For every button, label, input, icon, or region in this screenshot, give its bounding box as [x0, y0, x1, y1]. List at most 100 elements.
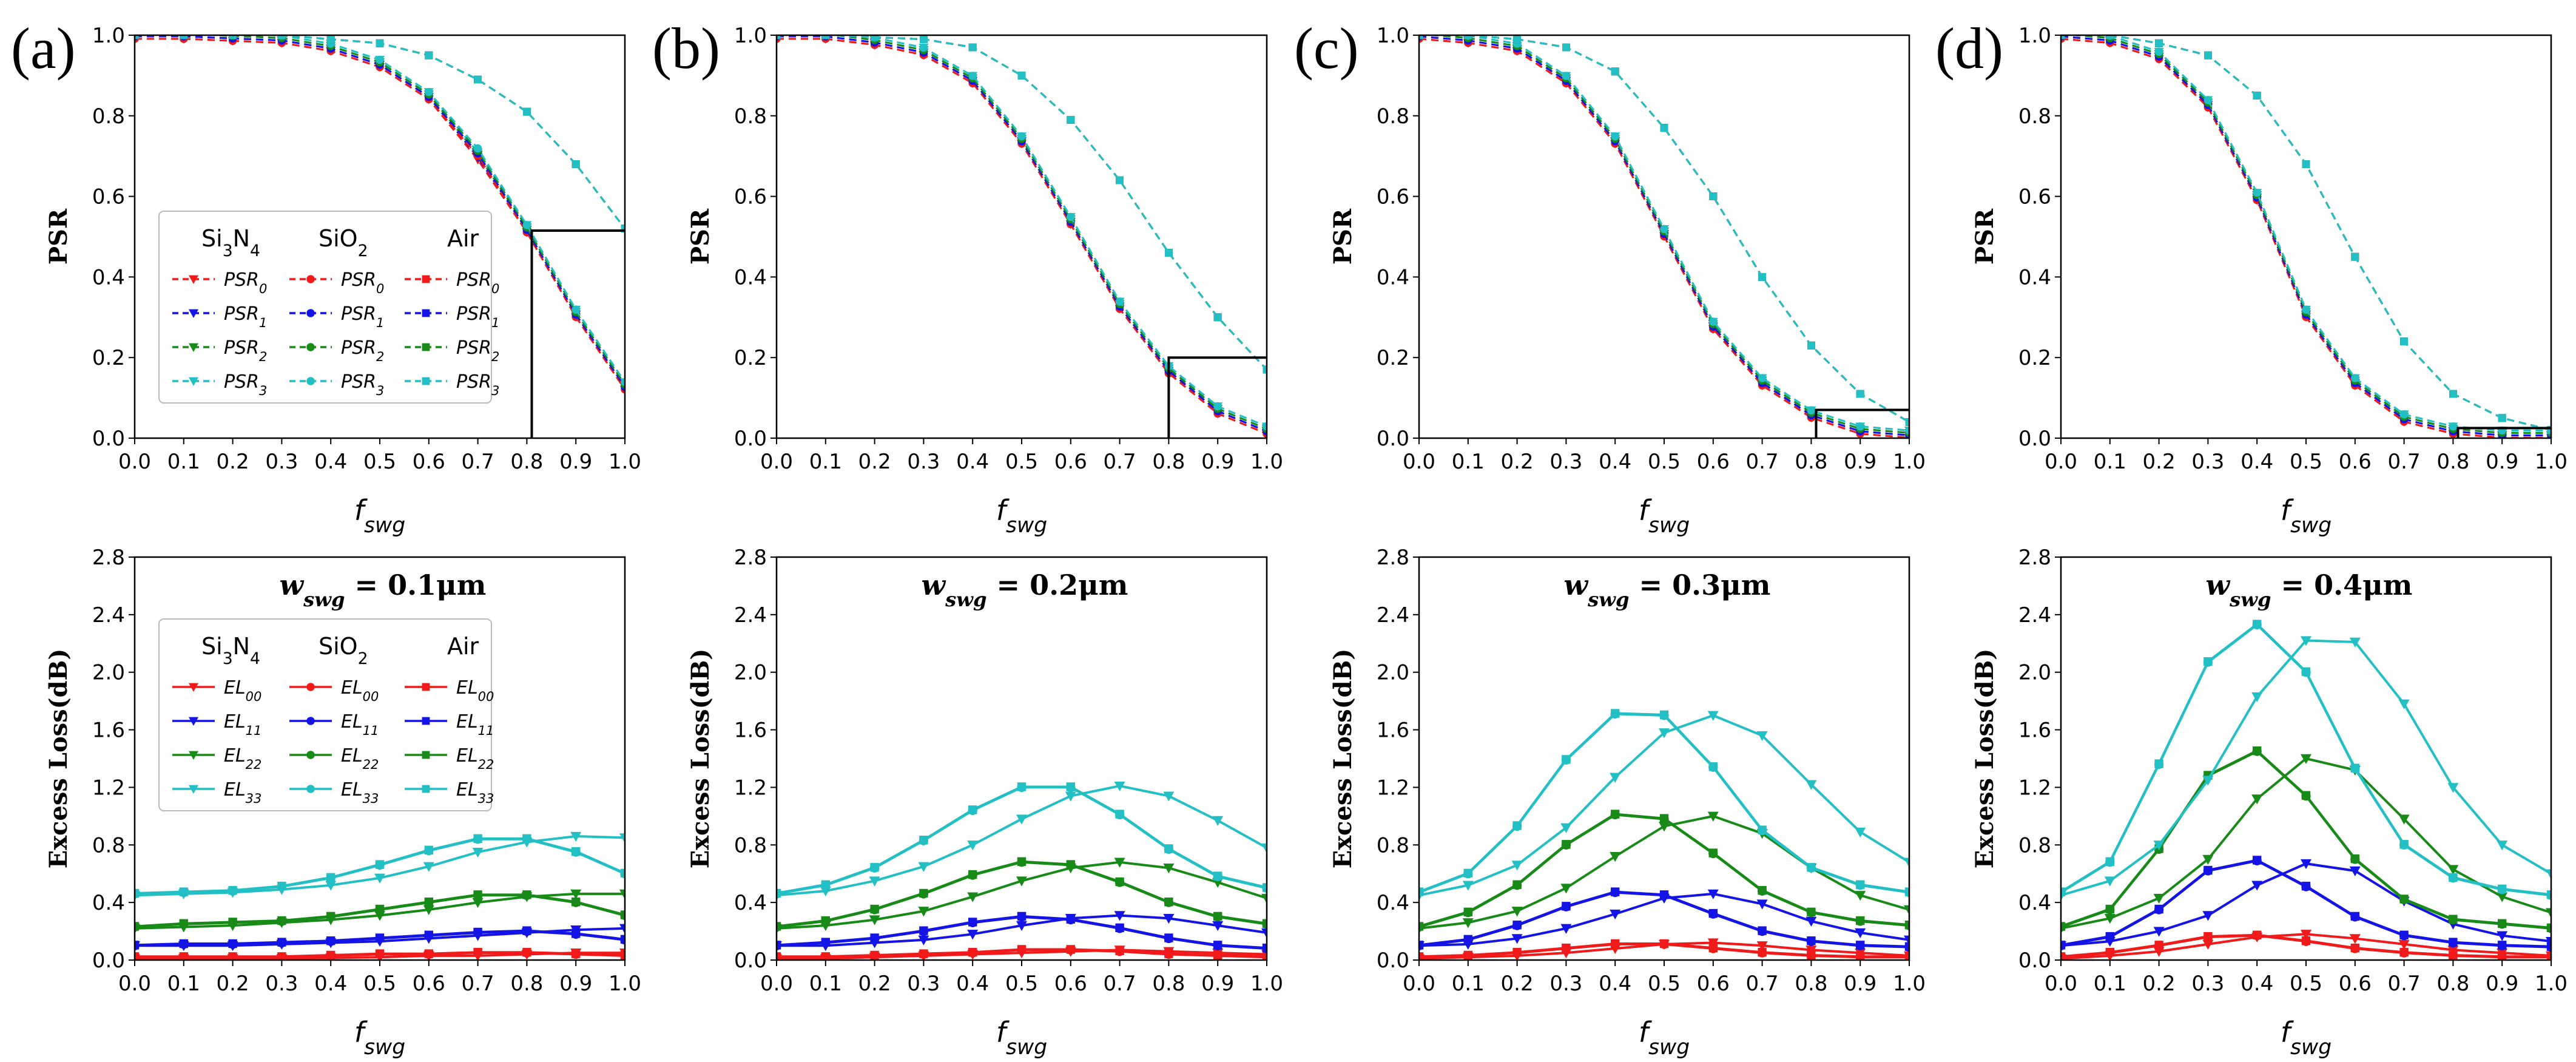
psr-series-line: [2061, 38, 2551, 438]
psr-data-point: [2351, 374, 2359, 382]
el-data-point: [277, 881, 286, 891]
el-data-point: [375, 860, 385, 869]
psr-series-line: [2094, 35, 2551, 431]
legend-label-sub: 22: [246, 757, 262, 772]
el-data-point: [620, 950, 625, 960]
psr-data-point: [2498, 414, 2506, 422]
el-data-point: [1163, 864, 1175, 874]
y-tick-label: 1.6: [1377, 719, 1409, 743]
chart-title-part: = 0.3μm: [1630, 569, 1771, 601]
psr-data-point: [425, 51, 433, 59]
el-data-point: [1163, 914, 1175, 924]
y-tick-label: 0.8: [734, 833, 767, 857]
el-data-point: [1114, 911, 1125, 921]
psr-data-point: [2253, 92, 2261, 100]
legend-label: PSR0: [341, 269, 384, 296]
el-data-point: [1017, 857, 1027, 866]
el-data-point: [2153, 947, 2165, 957]
el-data-point: [821, 952, 830, 960]
chart-title: wswg = 0.2μm: [922, 569, 1128, 611]
legend-label: PSR2: [224, 337, 267, 364]
el-data-point: [1708, 848, 1718, 857]
el-data-point: [1213, 950, 1222, 960]
el-data-point: [1807, 936, 1816, 945]
psr-data-point: [1115, 297, 1124, 306]
el-data-point: [2061, 887, 2066, 896]
el-data-point: [1066, 782, 1075, 791]
chart-title-part: w: [1564, 569, 1589, 601]
el-data-point: [968, 870, 977, 879]
psr-data-point: [919, 43, 928, 52]
el-data-point: [1756, 731, 1768, 742]
el-data-point: [1511, 861, 1523, 871]
el-data-point: [2203, 657, 2213, 666]
el-data-point: [1562, 902, 1571, 911]
legend-label: EL00: [456, 677, 494, 704]
el-data-point: [1115, 877, 1124, 887]
legend-label-sub: 1: [376, 316, 384, 330]
y-tick-label: 0.8: [734, 104, 767, 129]
el-data-point: [1262, 952, 1267, 960]
el-data-point: [228, 886, 237, 895]
legend-label-sub: 00: [246, 689, 262, 704]
legend-header: Si3N4: [201, 633, 260, 668]
legend-label-sub: 00: [478, 689, 494, 704]
x-tick-label: 0.6: [1697, 450, 1730, 474]
el-panel: 0.0 0.1 0.2 0.3 0.4 0.5 0.6 0.7 0.8 0.9 1.0 0.0 0.4 0…: [1329, 546, 1926, 1060]
y-tick-label: 0.4: [92, 891, 125, 915]
el-data-point: [179, 919, 188, 928]
el-data-point: [1659, 728, 1670, 739]
psr-data-point: [1464, 35, 1472, 39]
psr-data-point: [278, 35, 286, 39]
el-data-point: [375, 949, 385, 958]
x-tick-label: 0.3: [265, 450, 298, 474]
y-tick-label: 1.0: [92, 24, 125, 48]
x-tick-label: 0.9: [1201, 972, 1234, 996]
x-tick-label: 0.6: [2339, 450, 2372, 474]
el-data-point: [2350, 943, 2359, 953]
psr-data-point: [2547, 426, 2551, 435]
psr-data-point: [229, 35, 237, 39]
legend-label-sub: 33: [363, 791, 379, 806]
legend-marker: [422, 717, 430, 725]
legend-label: EL33: [456, 779, 494, 806]
annotation-box: [530, 229, 625, 438]
el-series-line: [1419, 714, 1909, 897]
el-data-point: [1115, 923, 1124, 933]
x-tick-label: 0.0: [2045, 972, 2077, 996]
y-tick-label: 0.0: [1377, 949, 1409, 973]
legend-label-part: EL: [224, 745, 246, 766]
el-data-point: [1213, 911, 1222, 921]
psr-panel: 0.0 0.1 0.2 0.3 0.4 0.5 0.6 0.7 0.8 0.9 1.0 0.0 0.2 0…: [44, 24, 641, 538]
x-tick-label: 0.1: [2094, 972, 2126, 996]
y-tick-label: 2.0: [92, 661, 125, 685]
psr-data-point: [1017, 72, 1026, 79]
legend-header-part: SiO: [319, 225, 358, 252]
el-data-point: [2497, 840, 2508, 851]
legend-marker: [306, 785, 315, 793]
el-data-point: [1463, 935, 1472, 944]
y-axis-label: PSR: [1329, 208, 1357, 265]
x-tick-label: 0.7: [1104, 972, 1136, 996]
legend-label: EL33: [341, 779, 379, 806]
legend-marker: [189, 343, 198, 352]
el-data-point: [1419, 952, 1424, 960]
x-axis-label: fswg: [2281, 494, 2332, 538]
el-data-point: [2398, 939, 2410, 950]
el-data-point: [2447, 865, 2459, 875]
y-tick-label: 0.4: [2018, 891, 2051, 915]
el-data-point: [473, 834, 482, 844]
y-tick-label: 0.4: [1377, 265, 1409, 289]
el-data-point: [424, 949, 433, 958]
el-data-point: [473, 927, 482, 937]
legend-marker: [422, 751, 430, 759]
x-tick-label: 0.8: [1795, 450, 1827, 474]
x-tick-label: 0.5: [1648, 450, 1681, 474]
psr-data-point: [474, 75, 482, 84]
x-tick-label: 0.7: [1104, 450, 1136, 474]
x-tick-label: 0.1: [2094, 450, 2126, 474]
x-tick-label: 0.3: [265, 972, 298, 996]
psr-data-point: [1807, 406, 1816, 414]
el-data-point: [1115, 946, 1124, 956]
el-data-point: [522, 947, 531, 957]
